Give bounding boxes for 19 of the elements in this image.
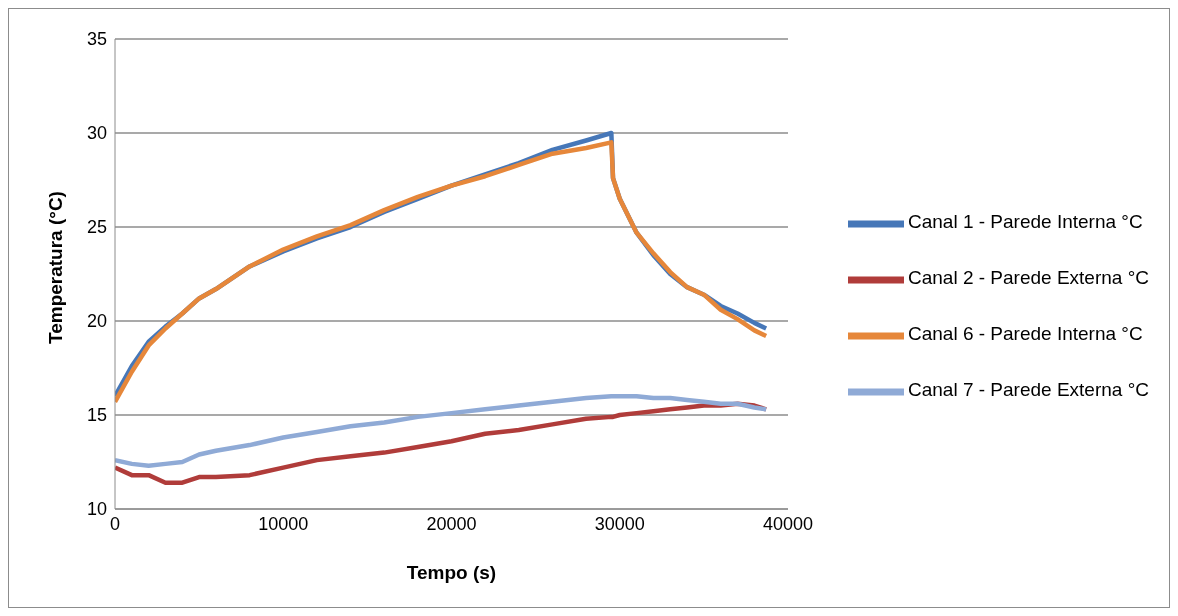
- line-series: [115, 401, 769, 485]
- y-tick-label: 30: [86, 123, 107, 144]
- x-tick-label: 30000: [594, 513, 645, 534]
- legend-label: Canal 6 - Parede Interna °C: [908, 323, 1143, 345]
- legend-label: Canal 2 - Parede Externa °C: [908, 267, 1149, 289]
- x-tick-label: 20000: [426, 513, 477, 534]
- x-tick-label: 40000: [762, 513, 814, 534]
- line-series: [115, 393, 769, 469]
- x-tick-label: 0: [109, 513, 121, 534]
- y-tick-label: 15: [86, 405, 107, 426]
- x-axis-title: Tempo (s): [406, 562, 497, 583]
- y-tick-label: 25: [86, 217, 107, 238]
- legend-label: Canal 7 - Parede Externa °C: [908, 379, 1149, 401]
- x-tick-label: 10000: [258, 513, 309, 534]
- y-tick-label: 20: [86, 311, 107, 332]
- y-tick-label: 10: [86, 499, 107, 520]
- y-axis-title: Temperatura (°C): [44, 191, 66, 344]
- y-tick-label: 35: [86, 29, 107, 50]
- legend-label: Canal 1 - Parede Interna °C: [908, 211, 1143, 233]
